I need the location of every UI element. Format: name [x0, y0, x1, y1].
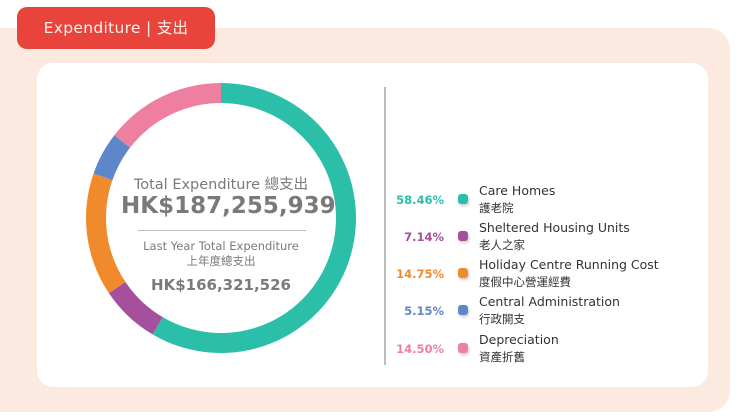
legend-label-en: Care Homes [479, 183, 556, 198]
last-year-label-en: Last Year Total Expenditure [143, 239, 299, 253]
donut-slice [114, 83, 221, 148]
legend-label-en: Sheltered Housing Units [479, 220, 630, 235]
section-title-tab: Expenditure | 支出 [17, 7, 215, 49]
legend-item: 5.15% Central Administration 行政開支 [388, 294, 708, 330]
legend-item: 14.50% Depreciation 資產折舊 [388, 332, 708, 368]
legend-item: 7.14% Sheltered Housing Units 老人之家 [388, 220, 708, 256]
legend-item: 58.46% Care Homes 護老院 [388, 183, 708, 219]
legend-swatch [458, 305, 468, 315]
legend-label-en: Holiday Centre Running Cost [479, 257, 659, 272]
last-year-label-zh: 上年度總支出 [186, 254, 256, 268]
total-value: HK$187,255,939 [121, 193, 336, 219]
legend-swatch [458, 194, 468, 204]
legend-item: 14.75% Holiday Centre Running Cost 度假中心營… [388, 257, 708, 293]
legend-percent: 7.14% [404, 230, 444, 244]
last-year-value: HK$166,321,526 [151, 276, 291, 294]
legend-label-zh: 老人之家 [479, 238, 525, 252]
legend-swatch [458, 231, 468, 241]
vertical-divider [384, 87, 386, 365]
legend-label-zh: 護老院 [479, 201, 514, 215]
legend-percent: 14.50% [396, 342, 444, 356]
legend-label-zh: 度假中心營運經費 [479, 275, 571, 289]
legend-label-en: Depreciation [479, 332, 559, 347]
total-label: Total Expenditure 總支出 [133, 177, 309, 193]
legend-label-en: Central Administration [479, 294, 620, 309]
legend-swatch [458, 268, 468, 278]
donut-slice [152, 83, 356, 353]
legend-label-zh: 行政開支 [479, 312, 525, 326]
legend-swatch [458, 343, 468, 353]
legend-percent: 5.15% [404, 304, 444, 318]
donut-slice [86, 173, 126, 294]
donut-slice [93, 135, 131, 181]
legend-label-zh: 資產折舊 [479, 350, 525, 364]
legend-percent: 14.75% [396, 267, 444, 281]
donut-slice [108, 282, 163, 335]
center-divider [138, 230, 306, 231]
legend-percent: 58.46% [396, 193, 444, 207]
